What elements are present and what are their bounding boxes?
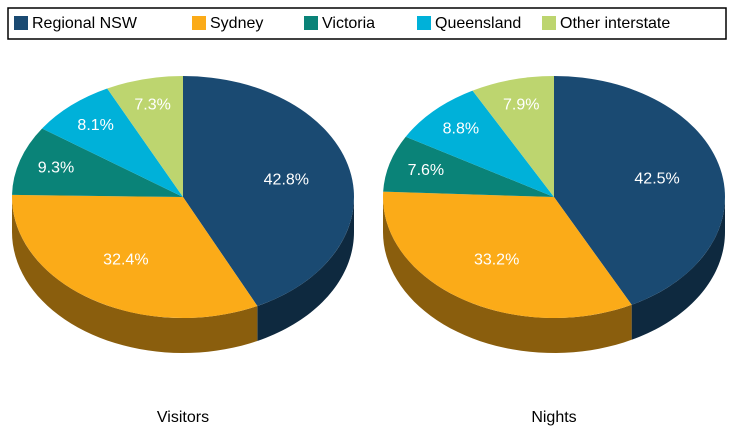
slice-side xyxy=(257,197,354,341)
slice xyxy=(12,194,258,318)
chart-title: Nights xyxy=(531,409,576,426)
legend-swatch xyxy=(192,16,206,30)
data-label: 7.9% xyxy=(503,97,539,114)
data-label: 42.5% xyxy=(634,171,679,188)
slice xyxy=(183,76,355,306)
chart-title: Visitors xyxy=(157,409,209,426)
slice xyxy=(42,88,184,197)
data-label: 33.2% xyxy=(474,251,519,268)
data-label: 8.8% xyxy=(443,121,479,138)
slice xyxy=(472,76,554,197)
slice-side xyxy=(631,197,725,340)
legend-label: Regional NSW xyxy=(32,15,138,32)
legend-swatch xyxy=(304,16,318,30)
legend-box xyxy=(7,7,727,40)
data-label: 9.3% xyxy=(38,159,74,176)
data-label: 7.3% xyxy=(134,96,170,113)
slice xyxy=(12,128,184,197)
data-label: 8.1% xyxy=(77,117,113,134)
data-label: 7.6% xyxy=(408,162,444,179)
slice xyxy=(383,136,554,197)
legend-label: Queensland xyxy=(435,15,521,32)
slice-side xyxy=(12,197,258,353)
legend-swatch xyxy=(542,16,556,30)
slice xyxy=(554,76,726,305)
slice xyxy=(405,90,554,197)
slice xyxy=(107,76,183,197)
legend-swatch xyxy=(14,16,28,30)
legend-swatch xyxy=(417,16,431,30)
data-label: 32.4% xyxy=(103,251,148,268)
slice xyxy=(383,191,632,319)
slice-side xyxy=(383,197,632,353)
legend-label: Sydney xyxy=(210,15,263,32)
legend-label: Victoria xyxy=(322,15,375,32)
data-label: 42.8% xyxy=(264,171,309,188)
legend-label: Other interstate xyxy=(560,15,670,32)
